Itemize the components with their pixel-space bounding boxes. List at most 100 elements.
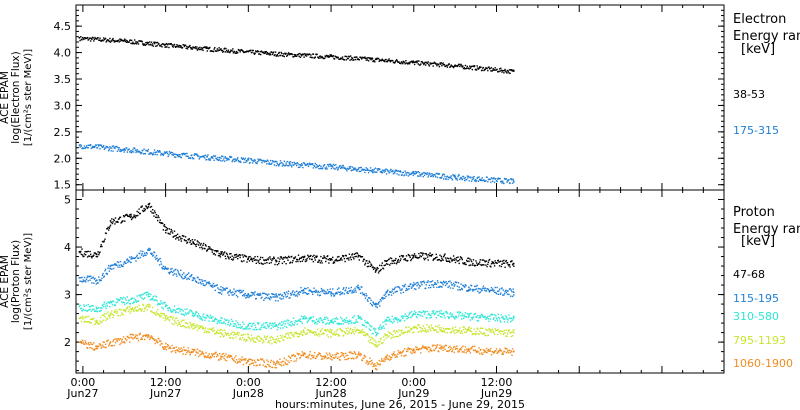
- data-point: [276, 335, 279, 338]
- data-point: [240, 289, 242, 292]
- data-point: [320, 355, 322, 357]
- data-point: [304, 163, 306, 165]
- data-point: [351, 57, 354, 60]
- data-point: [339, 58, 341, 60]
- data-point: [476, 65, 478, 67]
- data-point: [475, 180, 477, 183]
- data-point: [317, 353, 320, 356]
- data-point: [109, 146, 111, 148]
- data-point: [223, 288, 225, 290]
- data-point: [144, 307, 146, 309]
- data-point: [246, 296, 248, 298]
- data-point: [415, 60, 418, 62]
- data-point: [218, 158, 220, 161]
- data-point: [194, 47, 196, 49]
- data-point: [358, 170, 360, 173]
- data-point: [487, 263, 489, 265]
- data-point: [479, 178, 481, 181]
- data-point: [168, 228, 171, 230]
- data-point: [366, 57, 368, 59]
- data-point: [430, 286, 432, 289]
- data-point: [468, 68, 470, 70]
- data-point: [443, 178, 445, 180]
- data-point: [262, 292, 264, 294]
- data-point: [408, 63, 411, 65]
- data-point: [476, 177, 478, 179]
- data-point: [439, 285, 441, 288]
- data-point: [328, 291, 331, 293]
- data-point: [78, 250, 81, 253]
- data-point: [332, 321, 334, 323]
- data-point: [236, 362, 238, 364]
- data-point: [376, 306, 378, 309]
- data-point: [97, 144, 99, 146]
- data-point: [276, 264, 279, 266]
- data-point: [314, 257, 316, 259]
- data-point: [98, 253, 100, 256]
- data-point: [289, 297, 291, 299]
- data-point: [293, 333, 295, 336]
- data-point: [444, 281, 446, 284]
- data-point: [173, 309, 175, 311]
- data-point: [106, 305, 109, 307]
- data-point: [279, 334, 282, 337]
- data-point: [114, 338, 116, 340]
- data-point: [392, 334, 394, 336]
- data-point: [103, 241, 105, 243]
- data-point: [194, 278, 196, 280]
- data-point: [194, 239, 196, 241]
- data-point: [132, 41, 134, 43]
- data-point: [395, 169, 398, 171]
- data-point: [346, 320, 349, 322]
- data-point: [186, 241, 189, 243]
- data-point: [352, 316, 354, 319]
- data-point: [426, 62, 429, 65]
- data-point: [126, 147, 128, 149]
- data-point: [169, 271, 171, 273]
- data-point: [313, 331, 315, 333]
- data-point: [153, 312, 156, 314]
- data-point: [302, 316, 305, 318]
- data-point: [304, 315, 306, 317]
- data-point: [268, 324, 271, 326]
- data-point: [163, 224, 166, 226]
- data-point: [508, 293, 510, 296]
- data-point: [358, 332, 360, 334]
- data-point: [470, 317, 473, 319]
- data-point: [258, 259, 260, 262]
- data-point: [331, 329, 333, 331]
- data-point: [249, 358, 251, 360]
- data-point: [402, 255, 405, 257]
- data-point: [87, 250, 89, 253]
- data-point: [181, 237, 183, 240]
- data-point: [197, 325, 199, 327]
- data-point: [388, 319, 390, 321]
- data-point: [277, 340, 279, 342]
- data-point: [142, 250, 144, 253]
- data-point: [346, 291, 349, 293]
- data-point: [143, 310, 145, 312]
- data-point: [436, 280, 439, 282]
- data-point: [122, 296, 125, 299]
- data-point: [224, 51, 226, 53]
- data-point: [415, 255, 417, 257]
- data-point: [180, 45, 182, 47]
- data-point: [300, 290, 303, 292]
- data-point: [328, 56, 330, 58]
- data-point: [268, 262, 271, 264]
- data-point: [120, 264, 122, 266]
- data-point: [509, 288, 511, 290]
- data-point: [137, 43, 140, 45]
- data-point: [473, 289, 475, 291]
- data-point: [325, 352, 328, 354]
- data-point: [240, 254, 242, 256]
- data-point: [332, 55, 334, 57]
- data-point: [128, 299, 130, 302]
- data-point: [141, 338, 143, 341]
- data-point: [388, 335, 390, 337]
- data-point: [258, 293, 260, 295]
- data-point: [292, 336, 295, 338]
- data-point: [298, 164, 300, 166]
- data-point: [368, 260, 370, 262]
- data-point: [121, 298, 123, 300]
